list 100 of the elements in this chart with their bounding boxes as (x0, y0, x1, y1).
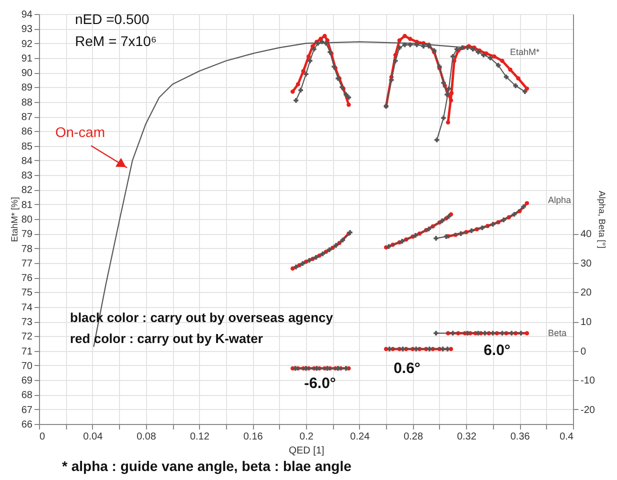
point (397, 38, 402, 42)
point (386, 244, 392, 249)
point (445, 346, 450, 352)
point (340, 238, 346, 242)
y-tick-label: 86 (21, 126, 33, 138)
point (427, 346, 432, 352)
point (300, 261, 306, 266)
point (344, 92, 348, 97)
point (325, 366, 330, 371)
point (290, 89, 295, 94)
point (446, 86, 452, 92)
annotation: ReM = 7x10⁶ (75, 33, 157, 49)
point (402, 34, 407, 38)
point (434, 236, 438, 241)
point (524, 201, 530, 206)
y-tick-label: 89 (21, 82, 33, 94)
point (516, 76, 520, 81)
point (490, 222, 496, 227)
y-axis-title: EtahM* [%] (9, 196, 20, 242)
y2-tick-label: 30 (580, 258, 592, 270)
point (397, 45, 402, 50)
x-tick-label: 0.32 (456, 432, 477, 442)
y-tick-label: 88 (21, 97, 33, 108)
point (408, 36, 412, 42)
point (320, 39, 324, 44)
y-tick-label: 82 (21, 185, 33, 196)
x-tick-label: 0.24 (350, 432, 370, 442)
x-tick-label: 0.16 (243, 432, 264, 442)
point (346, 102, 351, 107)
y-tick-label: 71 (21, 346, 33, 358)
point (441, 116, 446, 120)
annotation: -6.0° (304, 375, 336, 392)
y-tick-label: 94 (21, 10, 33, 20)
point (481, 52, 486, 58)
point (314, 366, 320, 371)
point (458, 231, 464, 236)
point (308, 58, 312, 64)
y2-tick-label: 40 (580, 229, 592, 240)
point (508, 68, 512, 72)
y2-tick-label: 10 (580, 317, 592, 328)
point (492, 54, 496, 59)
point (334, 243, 338, 248)
y-tick-label: 69 (21, 376, 33, 387)
point (421, 44, 426, 49)
point (449, 90, 454, 96)
point (482, 330, 488, 336)
point (512, 212, 517, 217)
point (501, 218, 506, 222)
point (500, 58, 504, 63)
point (521, 204, 526, 210)
annotation: On-cam (55, 124, 106, 140)
y2-axis-title: Alpha, Beta [°] (596, 190, 607, 248)
point (509, 330, 514, 336)
point (450, 54, 456, 59)
annotation: Beta (548, 328, 567, 338)
x-tick-label: 0.08 (136, 432, 156, 442)
x-tick-label: 0.04 (83, 432, 104, 442)
point (296, 82, 300, 86)
point (408, 42, 412, 48)
y-tick-label: 93 (21, 24, 33, 36)
annotation: 6.0° (484, 342, 510, 359)
point (306, 54, 311, 59)
point (446, 214, 452, 219)
y-tick-label: 72 (21, 332, 33, 343)
point (393, 58, 398, 64)
point (440, 218, 445, 224)
y-tick-label: 67 (21, 404, 33, 416)
point (290, 266, 295, 271)
point (414, 346, 418, 352)
point (346, 95, 352, 100)
x-tick-label: 0.36 (510, 432, 530, 442)
annotation: Alpha (548, 195, 572, 205)
point (294, 264, 298, 270)
point (327, 247, 332, 252)
point (304, 366, 308, 371)
y-tick-label: 90 (21, 68, 33, 80)
point (301, 68, 306, 74)
y-tick-label: 70 (21, 360, 33, 372)
point (298, 88, 304, 92)
point (389, 78, 394, 82)
point (469, 228, 474, 234)
y2-tick-label: -10 (580, 376, 596, 387)
point (434, 138, 440, 142)
point (513, 83, 518, 88)
y-tick-label: 87 (21, 112, 33, 123)
y-tick-label: 84 (21, 156, 33, 167)
point (324, 40, 328, 46)
y-tick-label: 80 (21, 214, 33, 226)
x-axis-title: QED [1] (288, 446, 324, 456)
point (518, 330, 524, 336)
point (294, 98, 298, 103)
point (440, 346, 446, 352)
annotation: EtahM* (510, 47, 540, 57)
y-tick-label: 77 (21, 258, 33, 270)
point (522, 89, 528, 94)
point (292, 366, 298, 371)
text: * alpha : guide vane angle, beta : blae angle (62, 458, 352, 474)
point (450, 330, 456, 336)
y-tick-label: 83 (21, 170, 33, 182)
y2-tick-label: 0 (580, 346, 586, 358)
